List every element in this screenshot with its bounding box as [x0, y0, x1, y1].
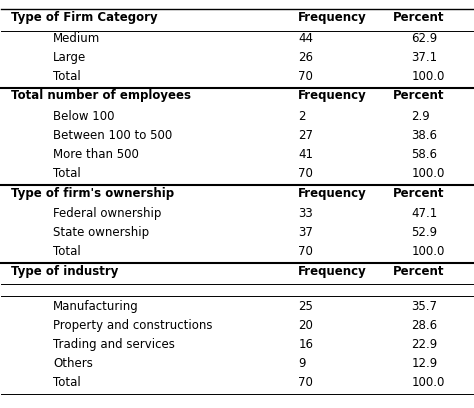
Text: 58.6: 58.6 [411, 148, 438, 161]
Text: Percent: Percent [392, 186, 444, 200]
Text: Total: Total [53, 70, 81, 83]
Text: 12.9: 12.9 [411, 357, 438, 370]
Text: Property and constructions: Property and constructions [53, 319, 213, 332]
Text: 28.6: 28.6 [411, 319, 438, 332]
Text: 2.9: 2.9 [411, 110, 430, 123]
Text: 100.0: 100.0 [411, 245, 445, 258]
Text: 37: 37 [298, 226, 313, 239]
Text: 62.9: 62.9 [411, 32, 438, 45]
Text: Total number of employees: Total number of employees [11, 89, 191, 102]
Text: 22.9: 22.9 [411, 338, 438, 351]
Text: Percent: Percent [392, 89, 444, 102]
Text: Total: Total [53, 376, 81, 389]
Text: 25: 25 [298, 300, 313, 313]
Text: 70: 70 [298, 70, 313, 83]
Text: Manufacturing: Manufacturing [53, 300, 139, 313]
Text: Below 100: Below 100 [53, 110, 115, 123]
Text: Frequency: Frequency [298, 89, 367, 102]
Text: Medium: Medium [53, 32, 100, 45]
Text: 47.1: 47.1 [411, 207, 438, 220]
Text: 26: 26 [298, 51, 313, 64]
Text: 70: 70 [298, 167, 313, 180]
Text: Percent: Percent [392, 11, 444, 24]
Text: Between 100 to 500: Between 100 to 500 [53, 129, 173, 142]
Text: Percent: Percent [392, 265, 444, 278]
Text: Trading and services: Trading and services [53, 338, 175, 351]
Text: Others: Others [53, 357, 93, 370]
Text: More than 500: More than 500 [53, 148, 139, 161]
Text: 41: 41 [298, 148, 313, 161]
Text: Total: Total [53, 245, 81, 258]
Text: Federal ownership: Federal ownership [53, 207, 162, 220]
Text: State ownership: State ownership [53, 226, 149, 239]
Text: Type of industry: Type of industry [11, 265, 118, 278]
Text: 70: 70 [298, 245, 313, 258]
Text: 52.9: 52.9 [411, 226, 438, 239]
Text: 9: 9 [298, 357, 306, 370]
Text: 20: 20 [298, 319, 313, 332]
Text: Large: Large [53, 51, 86, 64]
Text: 100.0: 100.0 [411, 70, 445, 83]
Text: 70: 70 [298, 376, 313, 389]
Text: 37.1: 37.1 [411, 51, 438, 64]
Text: 44: 44 [298, 32, 313, 45]
Text: 100.0: 100.0 [411, 376, 445, 389]
Text: 2: 2 [298, 110, 306, 123]
Text: 100.0: 100.0 [411, 167, 445, 180]
Text: Type of Firm Category: Type of Firm Category [11, 11, 157, 24]
Text: 38.6: 38.6 [411, 129, 438, 142]
Text: Type of firm's ownership: Type of firm's ownership [11, 186, 174, 200]
Text: 27: 27 [298, 129, 313, 142]
Text: Total: Total [53, 167, 81, 180]
Text: Frequency: Frequency [298, 11, 367, 24]
Text: 16: 16 [298, 338, 313, 351]
Text: 35.7: 35.7 [411, 300, 438, 313]
Text: Frequency: Frequency [298, 186, 367, 200]
Text: Frequency: Frequency [298, 265, 367, 278]
Text: 33: 33 [298, 207, 313, 220]
